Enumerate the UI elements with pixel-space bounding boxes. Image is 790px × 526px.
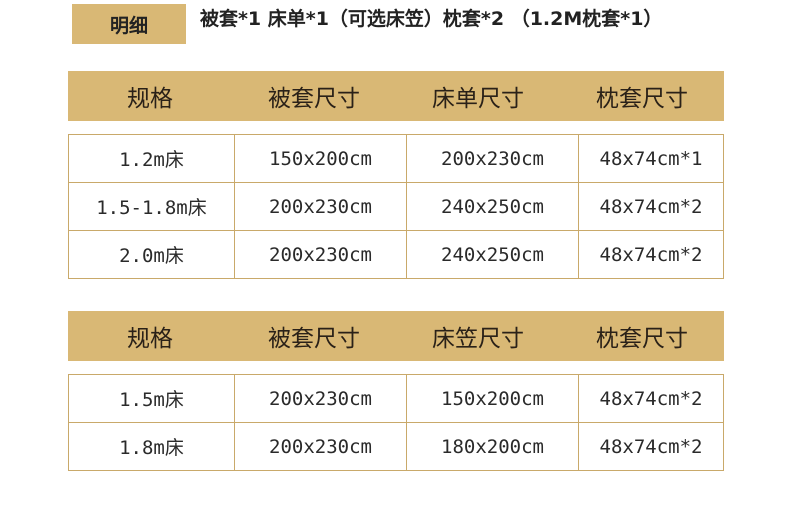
cell-spec: 1.5m床 [69,375,235,422]
cell-spec: 1.5-1.8m床 [69,183,235,230]
cell-sheet-size: 240x250cm [407,183,579,230]
cell-pillowcase-size: 48x74cm*1 [579,135,724,182]
cell-fitted-sheet-size: 150x200cm [407,375,579,422]
cell-sheet-size: 200x230cm [407,135,579,182]
cell-fitted-sheet-size: 180x200cm [407,423,579,470]
table-row: 1.5m床 200x230cm 150x200cm 48x74cm*2 [69,375,724,423]
cell-duvet-size: 200x230cm [235,375,407,422]
header-spec: 规格 [127,326,173,352]
size-table-fitted-sheet: 规格 被套尺寸 床笠尺寸 枕套尺寸 1.5m床 200x230cm 150x20… [68,311,724,471]
header-duvet-size: 被套尺寸 [268,326,360,352]
cell-sheet-size: 240x250cm [407,231,579,278]
cell-pillowcase-size: 48x74cm*2 [579,375,724,422]
header-pillowcase-size: 枕套尺寸 [596,86,688,112]
table-header: 规格 被套尺寸 床笠尺寸 枕套尺寸 [68,311,724,361]
cell-spec: 1.2m床 [69,135,235,182]
table-body: 1.5m床 200x230cm 150x200cm 48x74cm*2 1.8m… [68,374,724,471]
table-row: 1.2m床 150x200cm 200x230cm 48x74cm*1 [69,135,724,183]
cell-duvet-size: 200x230cm [235,423,407,470]
cell-spec: 2.0m床 [69,231,235,278]
cell-spec: 1.8m床 [69,423,235,470]
table-header: 规格 被套尺寸 床单尺寸 枕套尺寸 [68,71,724,121]
cell-duvet-size: 150x200cm [235,135,407,182]
header-pillowcase-size: 枕套尺寸 [596,326,688,352]
detail-tag-label: 明细 [109,14,148,37]
cell-duvet-size: 200x230cm [235,231,407,278]
size-table-bedsheet: 规格 被套尺寸 床单尺寸 枕套尺寸 1.2m床 150x200cm 200x23… [68,71,724,279]
cell-pillowcase-size: 48x74cm*2 [579,183,724,230]
header-sheet-size: 床单尺寸 [432,86,524,112]
cell-pillowcase-size: 48x74cm*2 [579,423,724,470]
detail-tag: 明细 [72,4,186,44]
cell-pillowcase-size: 48x74cm*2 [579,231,724,278]
header-spec: 规格 [127,86,173,112]
table-row: 1.8m床 200x230cm 180x200cm 48x74cm*2 [69,423,724,471]
cell-duvet-size: 200x230cm [235,183,407,230]
package-contents-title: 被套*1 床单*1（可选床笠）枕套*2 （1.2M枕套*1） [200,8,663,30]
table-row: 1.5-1.8m床 200x230cm 240x250cm 48x74cm*2 [69,183,724,231]
header-fitted-sheet-size: 床笠尺寸 [432,326,524,352]
header-duvet-size: 被套尺寸 [268,86,360,112]
table-row: 2.0m床 200x230cm 240x250cm 48x74cm*2 [69,231,724,279]
table-body: 1.2m床 150x200cm 200x230cm 48x74cm*1 1.5-… [68,134,724,279]
